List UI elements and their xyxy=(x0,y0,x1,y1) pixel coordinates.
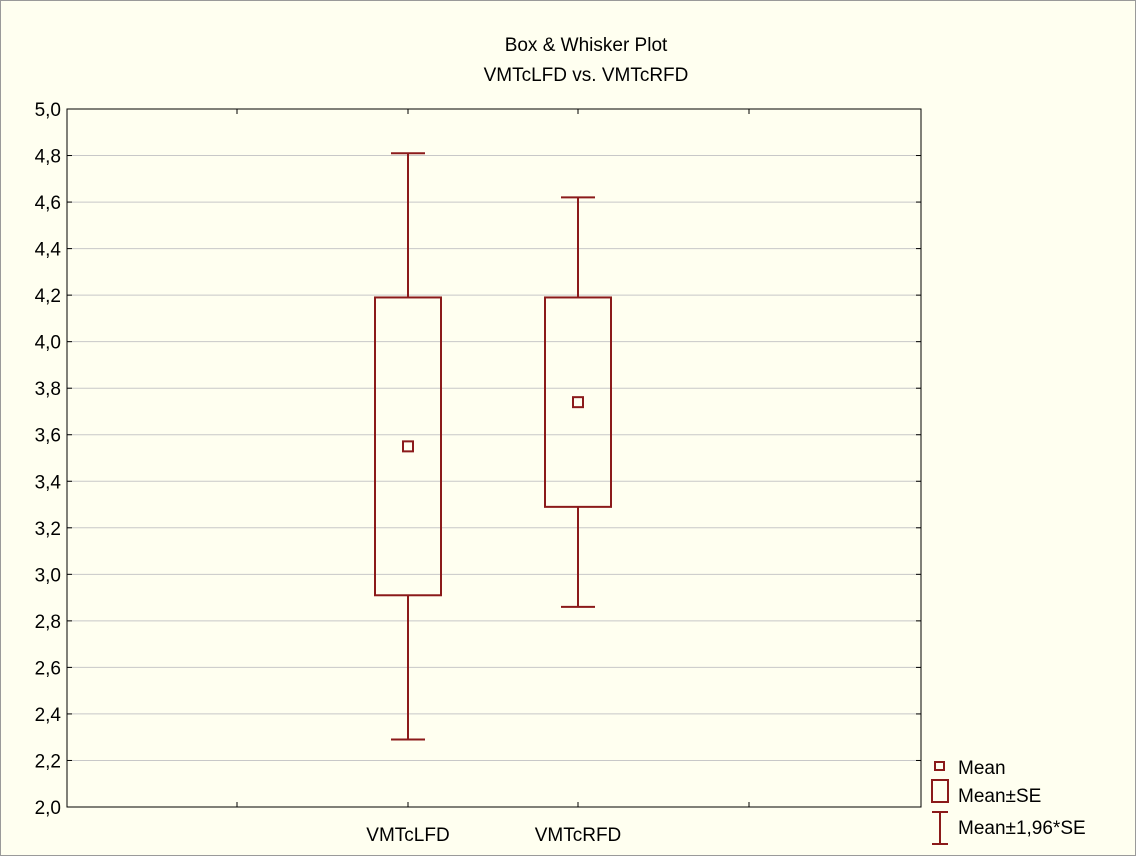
mean-marker xyxy=(572,396,584,409)
mean-marker xyxy=(402,440,414,453)
legend-label: Mean xyxy=(958,758,1006,779)
y-tick-label: 3,6 xyxy=(35,426,61,447)
y-tick-label: 2,6 xyxy=(35,658,61,679)
y-tick-label: 3,8 xyxy=(35,379,61,400)
chart-subtitle: VMTcLFD vs. VMTcRFD xyxy=(483,65,689,86)
plot-area xyxy=(66,108,922,808)
y-tick-label: 3,4 xyxy=(35,472,62,493)
y-tick-label: 5,0 xyxy=(35,100,61,121)
legend-mean-symbol xyxy=(934,761,945,771)
y-tick-label: 2,0 xyxy=(35,798,61,819)
y-tick-label: 4,6 xyxy=(35,193,61,214)
y-tick-label: 2,8 xyxy=(35,612,61,633)
legend-label: Mean±SE xyxy=(958,786,1041,807)
x-tick-label: VMTcLFD xyxy=(366,825,449,846)
y-tick-label: 4,8 xyxy=(35,147,61,168)
legend-se-symbol xyxy=(931,779,949,803)
y-tick-label: 2,2 xyxy=(35,751,61,772)
se-box xyxy=(544,296,612,508)
y-tick-label: 3,2 xyxy=(35,519,61,540)
y-tick-label: 2,4 xyxy=(35,705,62,726)
se-box xyxy=(374,296,442,597)
x-tick-label: VMTcRFD xyxy=(535,825,622,846)
box-VMTcRFD xyxy=(544,196,612,608)
legend-label: Mean±1,96*SE xyxy=(958,818,1086,839)
y-tick-label: 4,0 xyxy=(35,333,61,354)
y-tick-label: 3,0 xyxy=(35,565,61,586)
y-tick-label: 4,4 xyxy=(35,240,62,261)
box-VMTcLFD xyxy=(374,152,442,741)
chart-title: Box & Whisker Plot xyxy=(504,35,668,56)
y-tick-label: 4,2 xyxy=(35,286,61,307)
